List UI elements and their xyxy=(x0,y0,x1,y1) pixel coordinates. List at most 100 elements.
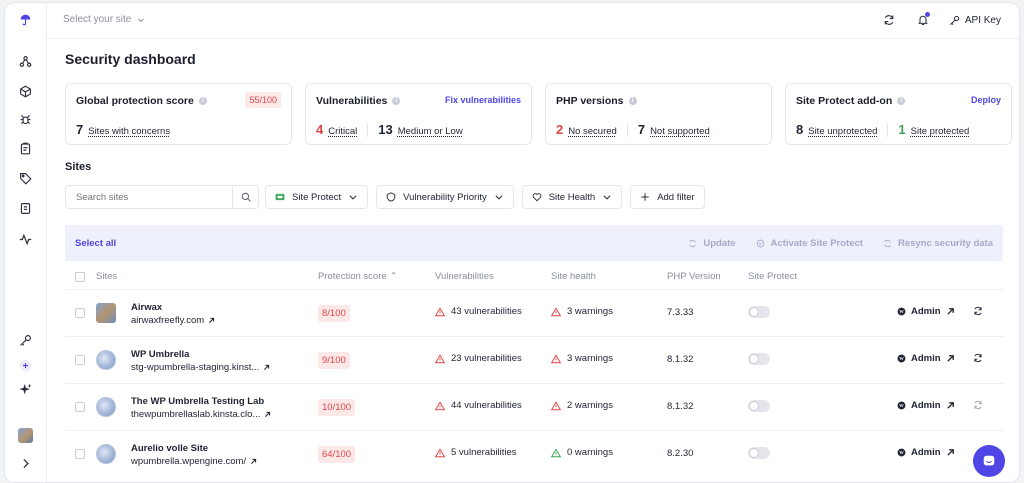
site-health-cell[interactable]: 3 warnings xyxy=(551,306,613,317)
site-health-text: 2 warnings xyxy=(567,400,613,411)
table-row[interactable]: Airwax airwaxfreefly.com 8/100 43 vulner… xyxy=(65,289,1003,335)
resync-security-data-button[interactable]: Resync security data xyxy=(883,238,993,249)
col-php-version[interactable]: PHP Version xyxy=(667,271,721,282)
fix-vulnerabilities-link[interactable]: Fix vulnerabilities xyxy=(444,95,521,105)
warning-icon xyxy=(551,306,561,316)
sync-button[interactable] xyxy=(973,353,983,366)
warning-icon xyxy=(551,447,561,457)
site-url: wpumbrella.wpengine.com/ xyxy=(131,456,247,467)
search-icon[interactable] xyxy=(232,186,258,208)
site-health-cell[interactable]: 0 warnings xyxy=(551,447,613,458)
col-vulnerabilities[interactable]: Vulnerabilities xyxy=(435,271,494,282)
info-icon[interactable]: i xyxy=(628,97,637,105)
avatar[interactable] xyxy=(17,427,33,443)
select-all-button[interactable]: Select all xyxy=(75,237,117,249)
col-site-protect[interactable]: Site Protect xyxy=(748,271,798,282)
umbrella-logo-icon[interactable] xyxy=(17,11,33,27)
sync-button[interactable] xyxy=(973,306,983,319)
chat-icon xyxy=(983,455,995,466)
plus-icon[interactable] xyxy=(17,357,33,373)
cube-icon[interactable] xyxy=(17,83,33,99)
notification-dot xyxy=(924,12,930,17)
admin-link[interactable]: W Admin xyxy=(897,400,955,411)
site-name[interactable]: Aurelio volle Site xyxy=(131,443,209,454)
site-protect-toggle[interactable] xyxy=(748,353,770,365)
site-health-cell[interactable]: 3 warnings xyxy=(551,353,613,364)
info-icon[interactable]: i xyxy=(392,97,401,105)
chat-widget-button[interactable] xyxy=(973,445,1005,477)
sparkle-icon[interactable] xyxy=(17,381,33,397)
site-url-link[interactable]: stg-wpumbrella-staging.kinst... xyxy=(131,362,270,373)
search-box xyxy=(65,185,259,209)
site-url-link[interactable]: thewpumbrellaslab.kinsta.clo... xyxy=(131,409,271,420)
bug-icon[interactable] xyxy=(17,111,33,127)
site-health-cell[interactable]: 2 warnings xyxy=(551,400,613,411)
vulnerabilities-cell[interactable]: 43 vulnerabilities xyxy=(435,306,522,317)
medium-low-link[interactable]: Medium or Low xyxy=(397,126,463,137)
admin-link[interactable]: W Admin xyxy=(897,447,955,458)
col-site-health[interactable]: Site health xyxy=(551,271,596,282)
global-score-badge: 55/100 xyxy=(245,92,281,108)
divider xyxy=(887,122,889,137)
site-health-text: 3 warnings xyxy=(567,306,613,317)
info-icon[interactable]: i xyxy=(198,97,207,105)
divider xyxy=(367,122,369,137)
no-secured-link[interactable]: No secured xyxy=(568,126,617,137)
key-icon[interactable] xyxy=(17,332,33,348)
stat-count: 1 xyxy=(898,122,906,137)
refresh-icon[interactable] xyxy=(881,12,897,28)
col-protection-score[interactable]: Protection score ⌃ xyxy=(318,271,398,282)
clipboard-icon[interactable] xyxy=(17,140,33,156)
refresh-icon xyxy=(689,239,697,247)
external-link-icon xyxy=(251,458,257,464)
site-name[interactable]: The WP Umbrella Testing Lab xyxy=(131,396,265,407)
vulnerabilities-cell[interactable]: 44 vulnerabilities xyxy=(435,400,522,411)
site-selector[interactable]: Select your site xyxy=(63,14,145,25)
deploy-link[interactable]: Deploy xyxy=(970,95,1001,105)
not-supported-link[interactable]: Not supported xyxy=(650,126,710,137)
col-sites[interactable]: Sites xyxy=(96,271,118,282)
add-filter-button[interactable]: Add filter xyxy=(630,185,705,209)
filter-vulnerability-priority[interactable]: Vulnerability Priority xyxy=(376,185,514,209)
chevron-right-icon[interactable] xyxy=(17,455,33,471)
site-url-link[interactable]: wpumbrella.wpengine.com/ xyxy=(131,456,257,467)
vulnerabilities-cell[interactable]: 23 vulnerabilities xyxy=(435,353,522,364)
search-input[interactable] xyxy=(66,191,232,203)
stat-count: 4 xyxy=(316,122,324,137)
admin-link[interactable]: W Admin xyxy=(897,353,955,364)
tag-icon[interactable] xyxy=(17,170,33,186)
site-protect-toggle[interactable] xyxy=(748,447,770,459)
bell-icon[interactable] xyxy=(915,12,931,28)
table-row[interactable]: The WP Umbrella Testing Lab thewpumbrell… xyxy=(65,383,1003,429)
site-name[interactable]: WP Umbrella xyxy=(131,349,190,360)
api-key-button[interactable]: API Key xyxy=(949,15,1001,26)
update-button[interactable]: Update xyxy=(688,238,736,249)
sites-with-concerns-link[interactable]: Sites with concerns xyxy=(88,126,171,137)
activate-site-protect-button[interactable]: Activate Site Protect xyxy=(756,238,863,249)
site-protected-link[interactable]: Site protected xyxy=(910,126,970,137)
row-checkbox[interactable] xyxy=(75,355,85,365)
activity-icon[interactable] xyxy=(17,231,33,247)
warning-icon xyxy=(435,447,445,457)
site-protect-toggle[interactable] xyxy=(748,306,770,318)
filter-label: Add filter xyxy=(657,191,695,203)
row-checkbox[interactable] xyxy=(75,402,85,412)
row-checkbox[interactable] xyxy=(75,308,85,318)
site-name[interactable]: Airwax xyxy=(131,302,163,313)
server-icon[interactable] xyxy=(17,200,33,216)
admin-link[interactable]: W Admin xyxy=(897,306,955,317)
info-icon[interactable]: i xyxy=(897,97,906,105)
vulnerabilities-cell[interactable]: 5 vulnerabilities xyxy=(435,447,516,458)
site-url-link[interactable]: airwaxfreefly.com xyxy=(131,315,215,326)
network-icon[interactable] xyxy=(17,53,33,69)
sync-button[interactable] xyxy=(973,400,983,413)
table-row[interactable]: Aurelio volle Site wpumbrella.wpengine.c… xyxy=(65,430,1003,476)
filter-site-protect[interactable]: Site Protect xyxy=(265,185,369,209)
site-unprotected-link[interactable]: Site unprotected xyxy=(808,126,878,137)
row-checkbox[interactable] xyxy=(75,449,85,459)
select-all-checkbox[interactable] xyxy=(75,272,85,282)
site-protect-toggle[interactable] xyxy=(748,400,770,412)
critical-link[interactable]: Critical xyxy=(328,126,358,137)
table-row[interactable]: WP Umbrella stg-wpumbrella-staging.kinst… xyxy=(65,336,1003,382)
filter-site-health[interactable]: Site Health xyxy=(521,185,623,209)
